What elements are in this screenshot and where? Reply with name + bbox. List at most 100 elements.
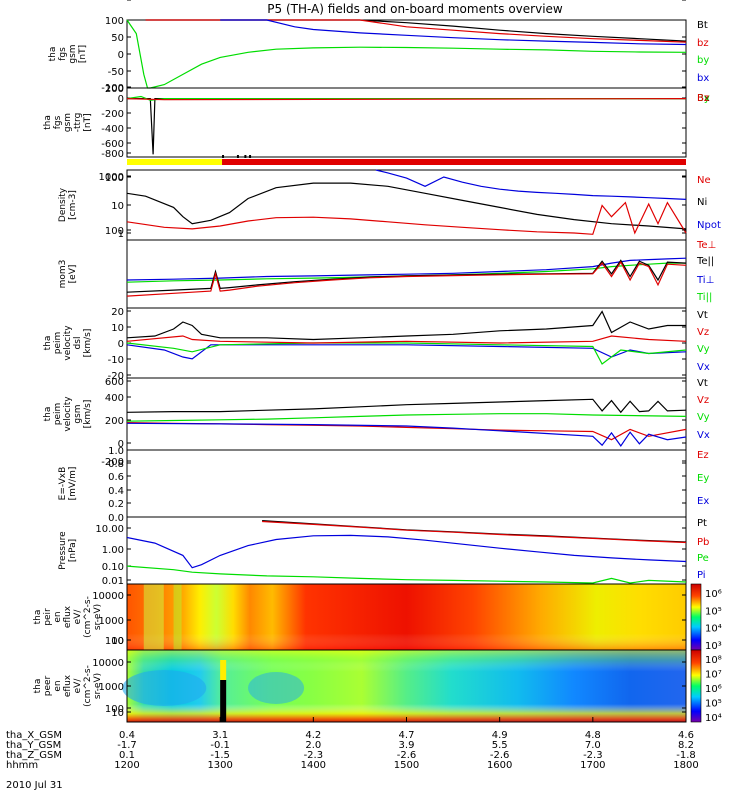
- x-row-value: 4.9: [492, 730, 508, 741]
- legend-te-: Te⊥: [696, 240, 716, 251]
- y-axis-label: fgs: [58, 47, 68, 61]
- colorbar-label: 10⁸: [705, 655, 722, 666]
- y-tick-label: 50: [111, 33, 124, 44]
- y-tick-label: 0: [118, 50, 124, 61]
- series-vz: [126, 422, 687, 441]
- panel-3: [127, 155, 686, 165]
- colorbar-label: 10⁶: [705, 684, 722, 695]
- spectrogram-overlay: [127, 584, 686, 650]
- x-row-value: 0.1: [119, 750, 135, 761]
- y-axis-label: dsl: [73, 337, 83, 350]
- y-axis-label: fgs: [53, 115, 63, 129]
- colorbar: [690, 649, 702, 723]
- series-bz: [126, 97, 687, 101]
- x-row-value: -2.6: [397, 750, 417, 761]
- x-row-value: -1.7: [117, 740, 137, 751]
- series-vx: [126, 422, 687, 447]
- y-tick-label: 0.8: [108, 459, 124, 470]
- x-row-value: 1700: [580, 760, 605, 771]
- y-tick-label: 1000: [99, 682, 124, 693]
- mode-segment-red: [222, 159, 686, 165]
- data-gap-bar: [220, 680, 227, 722]
- y-axis-label: E=-VxB: [58, 467, 68, 501]
- series-ne: [126, 201, 687, 235]
- series-ni: [126, 182, 687, 230]
- y-tick-label: 10: [111, 708, 124, 719]
- y-axis-label: Density: [58, 187, 68, 222]
- y-axis-label: tha: [43, 336, 53, 351]
- spectrogram-band: [143, 584, 164, 650]
- data-gap-top: [220, 660, 227, 680]
- y-tick-label: -100: [101, 83, 124, 94]
- y-tick-label: 100: [105, 704, 124, 715]
- x-row-value: 7.0: [585, 740, 601, 751]
- y-tick-label: -200: [101, 457, 124, 468]
- y-tick-label: 100: [105, 636, 124, 647]
- y-tick-label: 10.00: [95, 524, 124, 535]
- legend-te-: Te||: [696, 256, 714, 267]
- mode-tick: [236, 155, 239, 158]
- y-axis-label: (cm^2-s-: [83, 596, 93, 638]
- x-row-value: -2.3: [583, 750, 603, 761]
- y-axis-label: tha: [43, 115, 53, 130]
- y-tick-label: -600: [101, 139, 124, 150]
- y-tick-label: 1000: [99, 172, 124, 183]
- series-pi: [126, 534, 687, 569]
- y-tick-label: 100: [105, 173, 124, 184]
- x-row-label: hhmm: [6, 760, 38, 771]
- y-tick-label: 100: [105, 226, 124, 237]
- series-vt: [126, 310, 686, 341]
- y-axis-label: peim: [53, 332, 63, 355]
- y-tick-label: 1.0: [108, 446, 124, 457]
- colorbar: [690, 583, 702, 651]
- series-vy: [126, 413, 687, 422]
- panel-frame: [126, 516, 687, 585]
- y-tick-label: 1.00: [102, 545, 124, 556]
- y-tick-label: -20: [108, 371, 124, 382]
- x-row-label: tha_Z_GSM: [6, 750, 62, 761]
- legend-vz: Vz: [697, 395, 709, 406]
- y-axis-label: tha: [33, 610, 43, 625]
- colorbar-label: 10⁵: [705, 606, 722, 617]
- date-label: 2010 Jul 31: [6, 780, 63, 791]
- legend-pi: Pi: [697, 570, 706, 581]
- y-axis-label: -ttrg: [73, 113, 83, 133]
- x-row-value: -2.6: [490, 750, 510, 761]
- mode-tick: [249, 155, 252, 158]
- legend-vy: Vy: [697, 412, 710, 423]
- legend-ex: Ex: [697, 496, 709, 507]
- mode-segment-yellow: [127, 159, 223, 165]
- legend-ey: Ey: [697, 473, 709, 484]
- x-row-value: 4.6: [678, 730, 694, 741]
- y-tick-label: 1: [118, 229, 124, 240]
- x-row-value: -1.5: [210, 750, 230, 761]
- colorbar-label: 10⁴: [705, 624, 722, 635]
- legend-vx: Vx: [697, 362, 710, 373]
- legend-vt: Vt: [697, 378, 708, 389]
- colorbar-label: 10⁵: [705, 699, 722, 710]
- spectrogram-band: [173, 584, 182, 650]
- y-axis-label: mom3: [58, 260, 68, 289]
- x-row-value: 1800: [673, 760, 698, 771]
- y-tick-label: 0.6: [108, 472, 124, 483]
- x-row-label: tha_X_GSM: [6, 730, 62, 741]
- legend-bz: bz: [697, 38, 709, 49]
- legend-pb: Pb: [697, 537, 709, 548]
- y-axis-label: velocity: [63, 396, 73, 432]
- y-axis-label: eflux: [63, 674, 73, 697]
- panel-6: 20 10 0 -10 -20 tha peim velocity dsl [km/s] Vt Vz V…: [43, 307, 710, 382]
- y-tick-label: 10000: [92, 591, 124, 602]
- y-axis-label: sr-eV): [93, 604, 103, 630]
- panel-frame: [126, 19, 687, 89]
- y-axis-label: velocity: [63, 325, 73, 361]
- series-vy: [126, 342, 687, 365]
- y-tick-label: 0: [118, 94, 124, 105]
- y-tick-label: 100: [105, 16, 124, 27]
- mode-tick: [244, 155, 247, 158]
- x-row-value: 1300: [207, 760, 232, 771]
- y-tick-label: 10: [111, 323, 124, 334]
- colorbar-label: 10³: [705, 641, 722, 652]
- y-axis-label: [km/s]: [83, 400, 93, 429]
